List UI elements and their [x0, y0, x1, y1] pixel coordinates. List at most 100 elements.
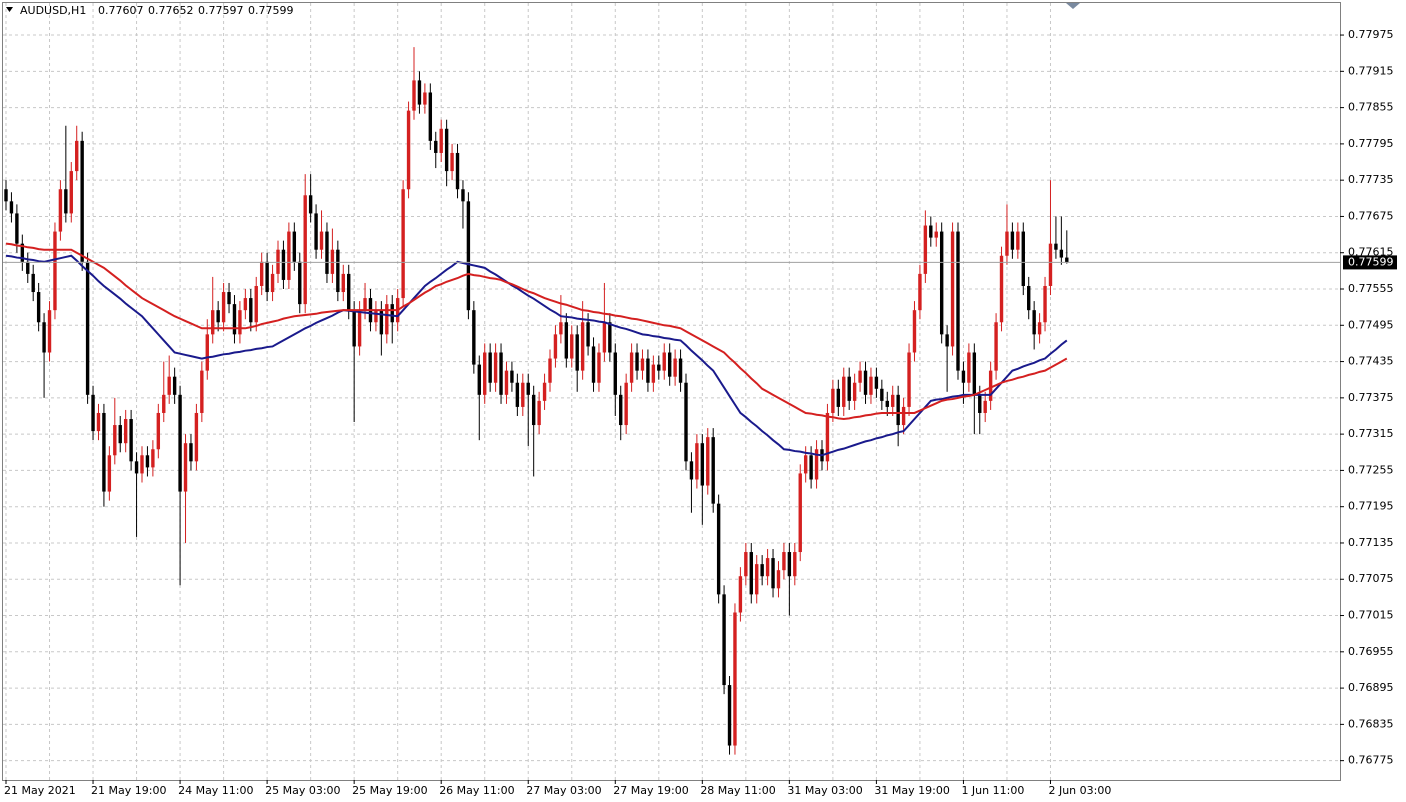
candle-body — [227, 292, 231, 305]
candle-body — [216, 310, 220, 323]
candle-body — [776, 570, 781, 589]
candle-body — [744, 552, 748, 577]
candle-body — [646, 358, 650, 383]
y-tick-label: 0.77675 — [1348, 209, 1394, 222]
x-tick-label: 25 May 03:00 — [265, 784, 340, 797]
candle-body — [869, 376, 873, 395]
candle-body — [140, 455, 144, 474]
candle-body — [733, 612, 737, 746]
y-tick-label: 0.76775 — [1348, 754, 1394, 767]
candle-body — [504, 370, 509, 395]
candle-body — [314, 213, 318, 250]
y-tick-label: 0.77795 — [1348, 137, 1394, 150]
candle-body — [151, 449, 155, 468]
candle-body — [221, 292, 226, 323]
y-tick-label: 0.77015 — [1348, 609, 1394, 622]
candle-body — [1016, 231, 1020, 250]
candle-body — [771, 558, 775, 589]
x-tick-label: 27 May 19:00 — [613, 784, 688, 797]
candle-body — [4, 189, 8, 202]
candle-body — [42, 322, 46, 353]
candle-body — [521, 382, 525, 407]
y-tick-label: 0.77975 — [1348, 28, 1394, 41]
candle-body — [695, 443, 699, 480]
candle-body — [559, 322, 563, 335]
candle-body — [123, 419, 128, 444]
y-tick-label: 0.77435 — [1348, 355, 1394, 368]
candle-body — [597, 352, 601, 383]
candle-body — [412, 80, 416, 111]
candle-body — [619, 394, 623, 426]
candle-body — [363, 298, 367, 311]
y-tick-label: 0.77315 — [1348, 427, 1394, 440]
candle-body — [842, 376, 846, 407]
candle-body — [1054, 243, 1058, 250]
candle-body — [1043, 285, 1047, 323]
y-tick-label: 0.76955 — [1348, 645, 1394, 658]
candle-body — [254, 285, 258, 323]
candle-body — [749, 552, 753, 595]
candle-body — [564, 322, 569, 359]
candle-body — [461, 189, 465, 202]
candle-body — [526, 382, 530, 395]
candle-body — [613, 352, 617, 395]
candle-body — [689, 461, 694, 480]
moving-average-line — [5, 254, 1068, 457]
candle-body — [428, 92, 433, 141]
candle-body — [276, 249, 280, 274]
candle-body — [1005, 231, 1009, 256]
candle-body — [531, 394, 536, 426]
candle-body — [325, 231, 329, 274]
x-tick-label: 25 May 19:00 — [352, 784, 427, 797]
candle-body — [945, 334, 949, 347]
candle-body — [847, 376, 851, 401]
candle-body — [755, 564, 759, 595]
candle-body — [107, 455, 112, 492]
candle-body — [352, 310, 356, 347]
candle-body — [238, 310, 242, 335]
candle-body — [26, 261, 30, 274]
candle-body — [515, 382, 520, 407]
candle-body — [760, 564, 764, 577]
candle-body — [793, 552, 797, 577]
candle-body — [249, 298, 253, 323]
candle-body — [200, 370, 204, 413]
price-label-box — [1343, 255, 1397, 270]
candle-body — [782, 552, 786, 571]
x-tick-label: 21 May 19:00 — [91, 784, 166, 797]
candle-body — [575, 334, 579, 371]
candle-body — [727, 685, 732, 746]
candle-body — [1010, 231, 1015, 250]
candle-body — [934, 231, 938, 238]
candle-body — [923, 225, 928, 274]
candle-body — [287, 231, 291, 280]
y-tick-label: 0.77495 — [1348, 318, 1394, 331]
candle-body — [765, 558, 770, 577]
candle-body — [91, 394, 95, 432]
candle-body — [178, 394, 182, 492]
candle-body — [548, 358, 552, 383]
candle-body — [129, 419, 133, 462]
candle-body — [711, 437, 715, 504]
candle-body — [939, 231, 944, 335]
candle-body — [825, 412, 830, 462]
y-tick-label: 0.77915 — [1348, 64, 1394, 77]
candle-body — [956, 231, 960, 371]
candle-body — [787, 552, 792, 577]
candle-body — [488, 352, 492, 383]
candle-body — [493, 352, 498, 383]
y-tick-label: 0.77855 — [1348, 101, 1394, 114]
candle-body — [232, 304, 237, 335]
candle-body — [700, 443, 705, 486]
candle-body — [466, 201, 471, 311]
candle-body — [172, 376, 177, 395]
candle-body — [423, 92, 427, 105]
candle-body — [9, 201, 14, 214]
candle-body — [1048, 243, 1053, 286]
y-tick-label: 0.77195 — [1348, 500, 1394, 513]
candle-body — [678, 358, 683, 383]
candle-body — [885, 400, 889, 407]
candle-body — [722, 594, 726, 686]
y-tick-label: 0.77255 — [1348, 463, 1394, 476]
x-tick-label: 31 May 03:00 — [787, 784, 862, 797]
